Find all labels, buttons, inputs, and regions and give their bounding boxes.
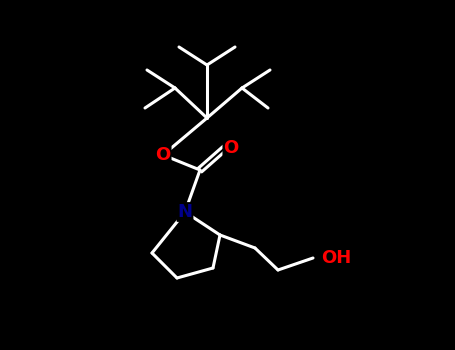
Text: O: O xyxy=(155,146,171,164)
Text: O: O xyxy=(223,139,238,157)
Text: N: N xyxy=(177,203,192,221)
Text: OH: OH xyxy=(321,249,351,267)
